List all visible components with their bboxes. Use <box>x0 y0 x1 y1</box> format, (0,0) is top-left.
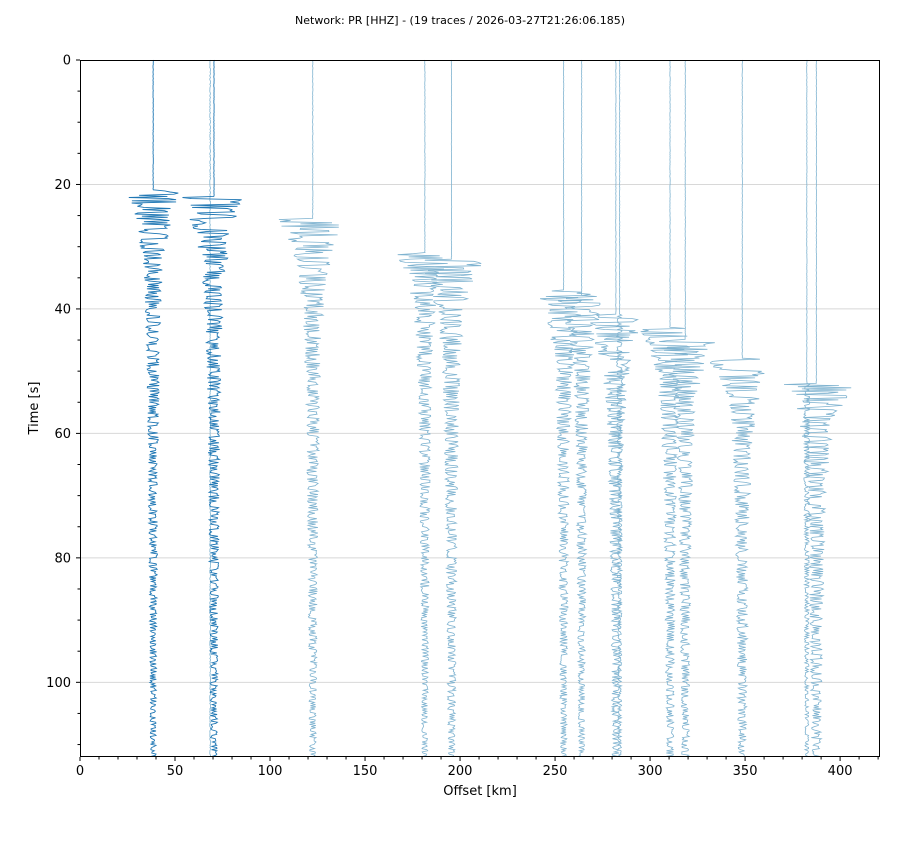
seismic-trace <box>783 59 852 757</box>
seismic-trace <box>615 59 624 757</box>
seismic-trace <box>397 59 448 757</box>
chart-title: Network: PR [HHZ] - (19 traces / 2026-03… <box>295 14 625 27</box>
y-tick-label: 40 <box>54 302 71 317</box>
y-tick-label: 0 <box>63 54 71 69</box>
x-tick-label: 0 <box>76 764 84 779</box>
seismic-trace <box>590 59 639 757</box>
y-axis: 0 20 40 60 80 100 <box>46 54 80 746</box>
seismic-trace <box>424 59 482 757</box>
y-tick-label: 20 <box>54 178 71 193</box>
x-tick-label: 50 <box>167 764 184 779</box>
x-tick-label: 100 <box>258 764 283 779</box>
x-tick-label: 350 <box>733 764 758 779</box>
plot-frame <box>80 60 880 757</box>
seismic-trace <box>557 59 601 757</box>
y-tick-label: 80 <box>54 551 71 566</box>
y-tick-label: 100 <box>46 676 71 691</box>
x-axis-label: Offset [km] <box>443 784 517 799</box>
traces <box>128 59 852 757</box>
seismic-trace <box>540 60 591 757</box>
x-tick-label: 150 <box>353 764 378 779</box>
x-tick-label: 200 <box>448 764 473 779</box>
x-tick-label: 250 <box>543 764 568 779</box>
seismic-trace <box>659 60 715 757</box>
y-axis-label: Time [s] <box>27 382 42 436</box>
seismic-trace <box>182 59 242 757</box>
x-axis: 0 50 100 150 200 250 300 350 400 <box>76 757 879 779</box>
seismic-trace <box>710 59 765 757</box>
seismic-trace <box>209 59 212 757</box>
seismic-trace <box>640 60 691 757</box>
y-tick-label: 60 <box>54 427 71 442</box>
x-tick-label: 400 <box>828 764 853 779</box>
seismic-trace <box>802 59 811 757</box>
grid-lines <box>80 183 880 683</box>
x-tick-label: 300 <box>638 764 663 779</box>
seismic-trace <box>278 60 339 757</box>
seismic-trace <box>128 59 179 757</box>
